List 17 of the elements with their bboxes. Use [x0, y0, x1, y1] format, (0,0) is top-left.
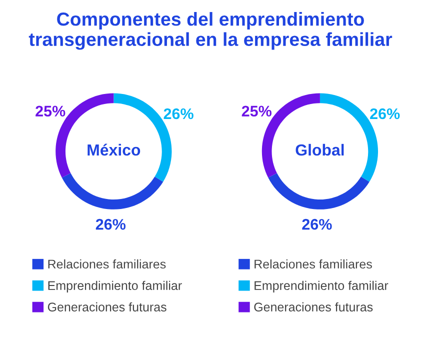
- legend-label: Generaciones futuras: [254, 302, 373, 312]
- text: México: [88, 144, 140, 156]
- donut-slice: [268, 173, 370, 210]
- donut-slice: [62, 173, 164, 210]
- text: Global: [296, 144, 344, 156]
- legend-label: Relaciones familiares: [254, 259, 372, 269]
- data-label: 26%: [370, 108, 400, 120]
- legend-label: Generaciones futuras: [48, 302, 166, 312]
- chart-title: Componentes del emprendimiento transgeneracional en la empresa familiar: [28, 12, 392, 50]
- data-label: 25%: [242, 106, 272, 117]
- data-label: 26%: [302, 218, 332, 230]
- data-label: 26%: [96, 218, 126, 230]
- legend-label: Relaciones familiares: [48, 259, 166, 269]
- data-label: 26%: [164, 108, 194, 120]
- legend-label: Emprendimiento familiar: [48, 280, 182, 292]
- legend-label: Emprendimiento familiar: [254, 280, 388, 292]
- data-label: 25%: [36, 106, 66, 117]
